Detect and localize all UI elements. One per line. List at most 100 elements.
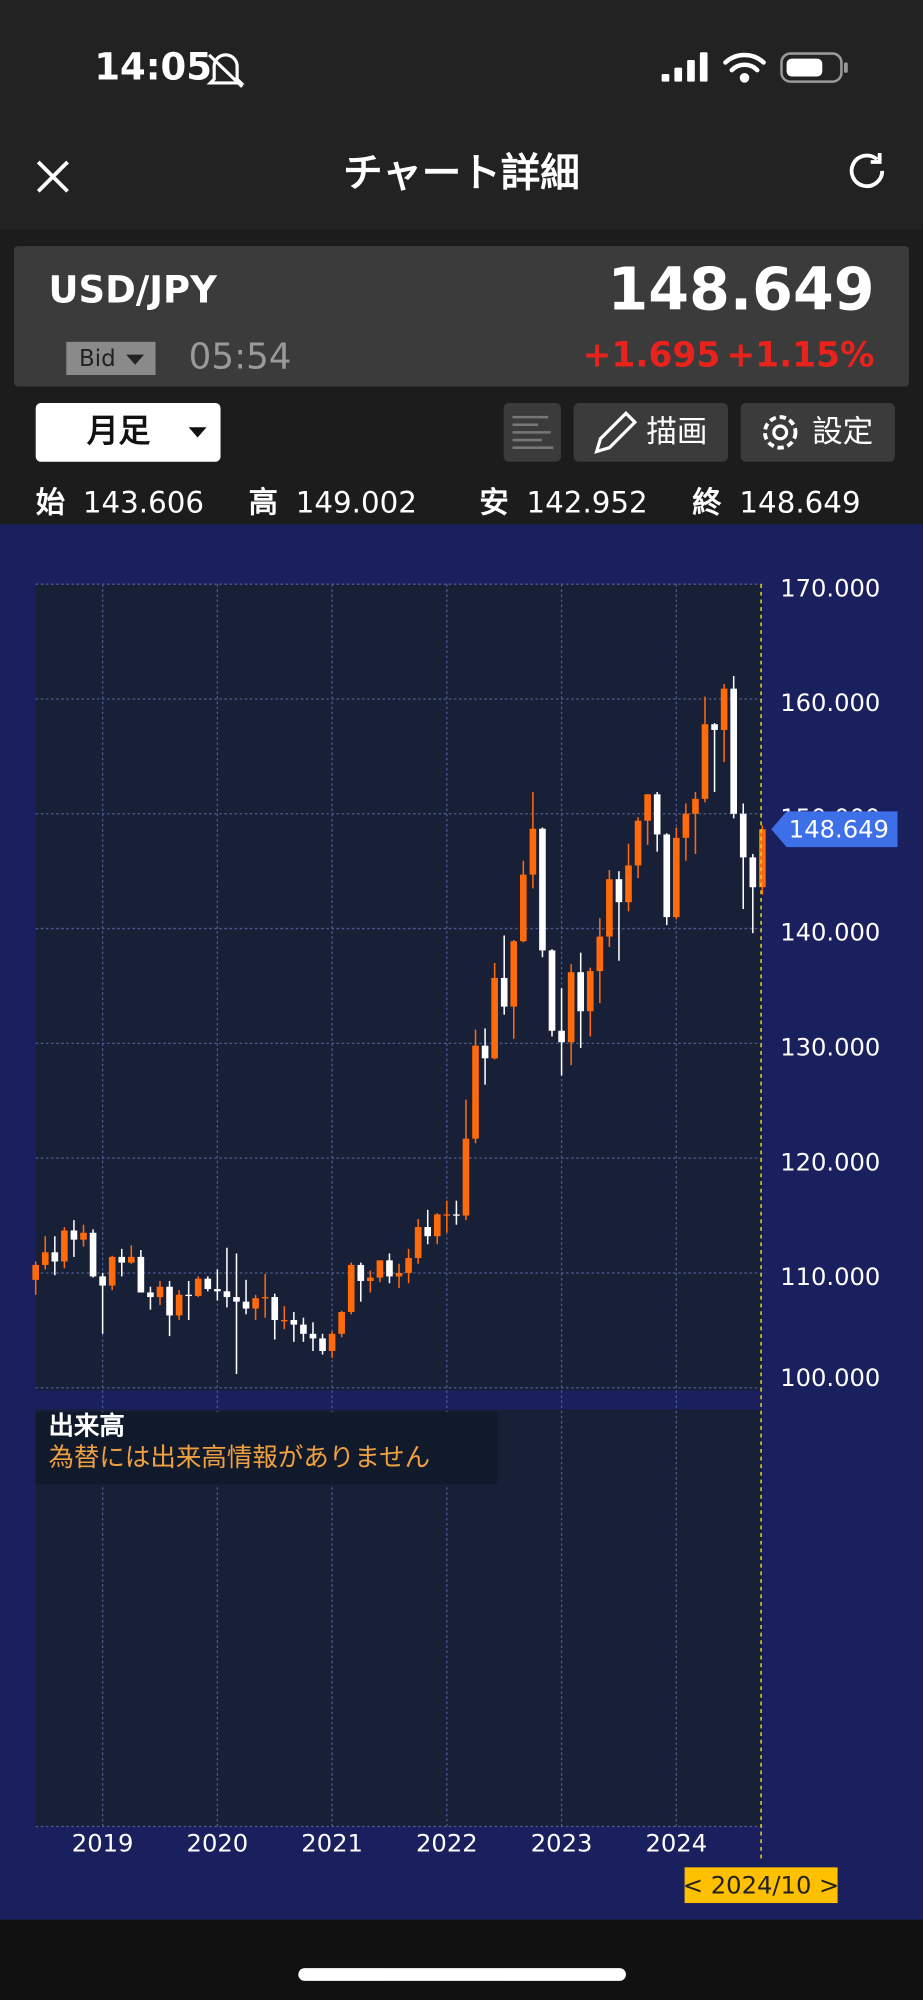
y-tick-label: 170.000 [780, 574, 880, 602]
draw-button[interactable]: 描画 [573, 403, 728, 462]
cursor-date: < 2024/10 > [683, 1867, 839, 1904]
candle-body [118, 1256, 126, 1263]
candle-body [481, 1045, 489, 1059]
battery-icon [780, 52, 848, 83]
quote-panel [14, 246, 909, 387]
candle-body [89, 1232, 97, 1277]
candle-body [663, 834, 671, 918]
candle-body [577, 972, 585, 1012]
ohlc-row: 始 143.606 高 149.002 安 142.952 終 148.649 [36, 485, 861, 519]
candle-body [548, 950, 556, 1031]
candle-body [223, 1291, 231, 1298]
candle-body [749, 857, 757, 888]
candle-body [414, 1227, 422, 1259]
period-selector[interactable]: 月足 [35, 403, 221, 462]
refresh-button[interactable] [849, 153, 885, 188]
close-button[interactable] [36, 160, 69, 193]
candle-body [127, 1256, 135, 1263]
home-indicator [298, 1968, 626, 1981]
candle-body [759, 829, 766, 888]
settings-button[interactable]: 設定 [740, 403, 895, 462]
candle-body [472, 1045, 479, 1139]
candle-body [51, 1252, 59, 1262]
candle-body [644, 794, 651, 821]
candle-body [462, 1138, 470, 1216]
indicator-button[interactable] [503, 403, 561, 462]
candle-body [99, 1276, 106, 1286]
candle-body [711, 724, 718, 730]
candle-body [606, 879, 613, 937]
candle-body [730, 688, 737, 814]
mute-icon [206, 53, 245, 88]
candle-body [137, 1256, 145, 1293]
top-bar-bg [0, 0, 923, 230]
x-tick-label: 2022 [416, 1829, 478, 1857]
side-label: Bid [79, 346, 116, 372]
candle-body [290, 1320, 298, 1325]
candle-body [204, 1278, 212, 1290]
y-tick-label: 100.000 [780, 1364, 880, 1392]
candle-body [70, 1230, 78, 1240]
candle-body [242, 1301, 250, 1309]
candle-body [271, 1297, 279, 1321]
overlay: 100.000110.000120.000130.000140.000150.0… [72, 574, 898, 1857]
candle-body [567, 972, 575, 1043]
ohlc-label: 終 [692, 485, 722, 519]
candle-body [376, 1260, 384, 1278]
candle-body [357, 1264, 365, 1281]
candle-body [32, 1264, 40, 1280]
candle-body [233, 1297, 240, 1302]
candle-body [692, 798, 699, 814]
candle-body [443, 1214, 451, 1216]
candle-body [739, 813, 747, 858]
candle-body [405, 1258, 412, 1273]
status-time: 14:05 [94, 45, 212, 88]
candle-body [672, 837, 680, 918]
change-pct: +1.15% [726, 336, 874, 376]
candle-body [682, 813, 690, 838]
last-price-label: 148.649 [789, 816, 889, 844]
candle-body [395, 1272, 403, 1277]
candle-body [194, 1278, 202, 1296]
candle-body [367, 1277, 374, 1281]
period-label: 月足 [87, 411, 151, 449]
candles [32, 676, 766, 1374]
y-tick-label: 140.000 [780, 919, 880, 947]
candle-body [347, 1264, 355, 1312]
candle-body [386, 1260, 393, 1277]
volume-note: 出来高 為替には出来高情報がありません [35, 1411, 498, 1485]
ohlc-value: 142.952 [527, 485, 648, 519]
candle-body [586, 971, 594, 1012]
candle-body [558, 1030, 565, 1043]
candle-body [61, 1230, 68, 1262]
ohlc-label: 安 [479, 485, 508, 519]
candle-body [280, 1320, 288, 1322]
y-tick-label: 110.000 [780, 1263, 880, 1291]
wifi-icon [723, 52, 766, 83]
quote-time: 05:54 [189, 336, 292, 377]
y-tick-label: 120.000 [780, 1148, 880, 1176]
candle-body [529, 828, 537, 875]
x-tick-label: 2021 [301, 1829, 363, 1857]
candle-body [214, 1289, 221, 1292]
candle-body [300, 1324, 307, 1334]
candle-body [156, 1286, 164, 1298]
candle-body [175, 1294, 183, 1316]
side-selector[interactable]: Bid [66, 341, 156, 375]
candle-body [338, 1311, 345, 1334]
symbol: USD/JPY [48, 269, 218, 312]
price-panel [35, 584, 763, 1391]
candle-body [166, 1286, 173, 1316]
candle-body [252, 1298, 259, 1309]
volume-message: 為替には出来高情報がありません [48, 1443, 430, 1473]
candle-body [424, 1227, 432, 1237]
bottom-bar [0, 1919, 923, 2000]
candle-body [319, 1338, 326, 1352]
candle-body [108, 1256, 116, 1286]
ohlc-label: 始 [36, 485, 65, 519]
x-tick-label: 2024 [646, 1829, 708, 1857]
settings-label: 設定 [812, 415, 873, 450]
candle-body [653, 794, 661, 835]
